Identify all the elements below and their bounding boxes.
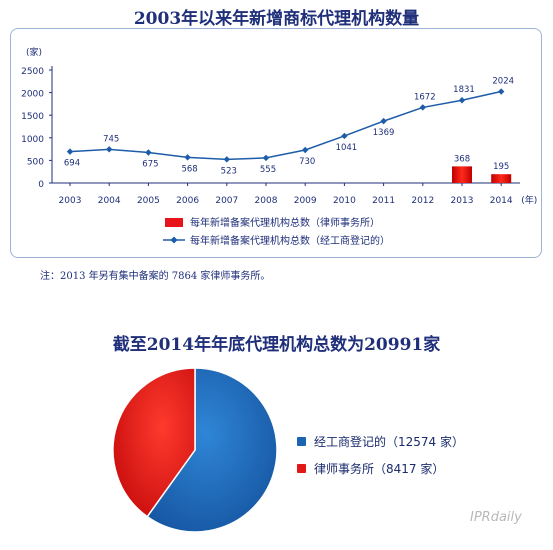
line-data-label: 745 bbox=[103, 134, 119, 144]
x-tick-label: 2003 bbox=[59, 196, 82, 206]
line-point-2006 bbox=[184, 154, 191, 161]
line-point-2005 bbox=[145, 149, 152, 156]
watermark: IPRdaily bbox=[470, 510, 522, 525]
y-tick-label: 1500 bbox=[21, 112, 44, 122]
line-data-label: 1041 bbox=[336, 143, 358, 153]
legend-marker bbox=[170, 236, 178, 244]
footnote: 注：2013 年另有集中备案的 7864 家律师事务所。 bbox=[40, 271, 271, 282]
line-data-label: 1672 bbox=[414, 92, 436, 102]
line-data-label: 1369 bbox=[373, 128, 395, 138]
x-tick-label: 2007 bbox=[215, 196, 238, 206]
bar-data-label: 368 bbox=[454, 154, 470, 164]
chart-frame bbox=[10, 28, 542, 258]
pie-legend-item-business: 经工商登记的（12574 家） bbox=[297, 433, 464, 450]
pie-legend-item-law-firm: 律师事务所（8417 家） bbox=[297, 460, 444, 477]
x-tick-label: 2009 bbox=[294, 196, 317, 206]
legend-swatch-bar bbox=[165, 218, 183, 227]
x-tick-label: 2008 bbox=[255, 196, 278, 206]
x-tick-label: 2010 bbox=[333, 196, 356, 206]
y-axis-label: (家) bbox=[26, 46, 42, 58]
bar-data-label: 195 bbox=[493, 162, 509, 172]
line-data-label: 1831 bbox=[453, 85, 475, 95]
x-tick-label: 2006 bbox=[176, 196, 199, 206]
x-tick-label: 2012 bbox=[411, 196, 434, 206]
line-series bbox=[69, 90, 502, 161]
pie-chart-title: 截至2014年年底代理机构总数为20991家 bbox=[112, 335, 441, 355]
x-tick-label: 2014 bbox=[490, 196, 513, 206]
legend-label-line: 每年新增备案代理机构总数（经工商登记的） bbox=[190, 234, 390, 247]
y-tick-label: 2000 bbox=[21, 90, 44, 100]
line-point-2004 bbox=[106, 146, 113, 153]
line-data-label: 694 bbox=[64, 159, 80, 169]
line-point-2010 bbox=[341, 132, 348, 140]
bar-2014 bbox=[491, 174, 512, 183]
x-tick-label: 2004 bbox=[98, 196, 121, 206]
line-data-label: 523 bbox=[221, 166, 237, 176]
line-point-2013 bbox=[458, 97, 466, 104]
line-point-2009 bbox=[302, 146, 309, 154]
line-data-label: 2024 bbox=[492, 77, 514, 87]
line-point-2012 bbox=[419, 104, 426, 111]
legend-swatch-blue bbox=[297, 437, 306, 446]
line-data-label: 730 bbox=[299, 157, 315, 167]
pie-slice-1 bbox=[112, 367, 196, 518]
pie-legend-label: 律师事务所（8417 家） bbox=[314, 462, 445, 476]
line-chart-title: 2003年以来年新增商标代理机构数量 bbox=[133, 9, 420, 29]
x-axis-label: (年) bbox=[521, 194, 537, 206]
line-point-2003 bbox=[66, 148, 74, 155]
y-tick-label: 0 bbox=[38, 180, 44, 190]
line-point-2011 bbox=[380, 117, 387, 125]
x-tick-label: 2013 bbox=[451, 196, 474, 206]
line-point-2014 bbox=[498, 88, 505, 95]
line-data-label: 555 bbox=[260, 165, 276, 175]
line-point-2008 bbox=[262, 154, 270, 162]
pie-slice-0 bbox=[146, 367, 278, 533]
x-tick-label: 2005 bbox=[137, 196, 160, 206]
line-bar-chart: 0 500 1000 1500 2000 2500 (家) 2003 2004 2005 2006 2… bbox=[21, 46, 537, 247]
pie-legend-label: 经工商登记的（12574 家） bbox=[314, 435, 464, 449]
y-tick-label: 500 bbox=[27, 157, 44, 167]
legend-swatch-red bbox=[297, 464, 306, 473]
line-data-label: 568 bbox=[181, 164, 197, 174]
line-point-2007 bbox=[223, 156, 230, 163]
y-tick-label: 1000 bbox=[21, 135, 44, 145]
y-tick-label: 2500 bbox=[21, 67, 44, 77]
x-tick-label: 2011 bbox=[372, 196, 395, 206]
legend-label-bar: 每年新增备案代理机构总数（律师事务所） bbox=[190, 216, 380, 229]
bar-2013 bbox=[452, 166, 472, 183]
line-data-label: 675 bbox=[142, 159, 158, 169]
